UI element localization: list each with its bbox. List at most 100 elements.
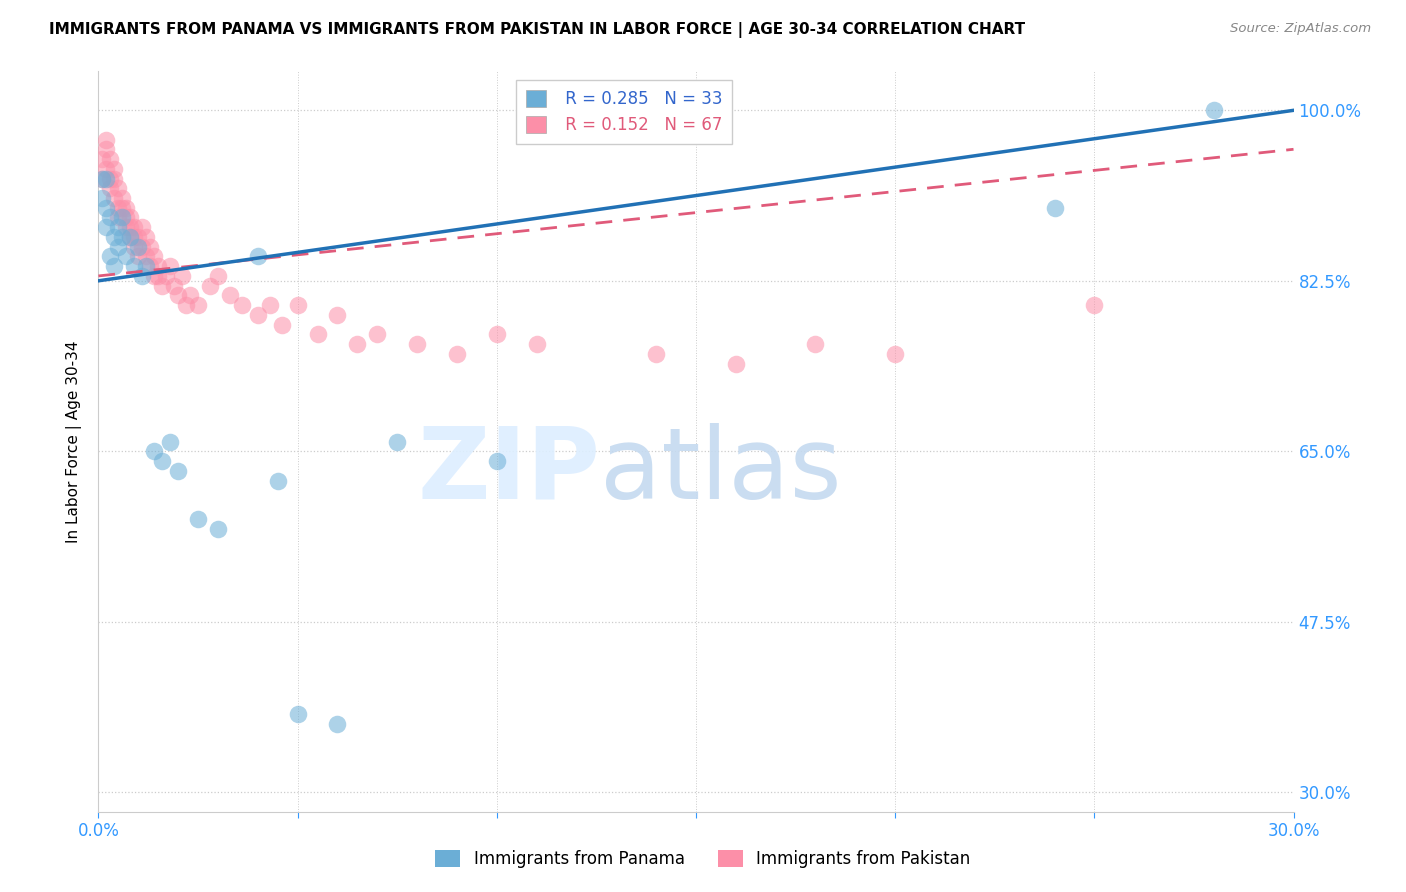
Point bbox=[127, 250, 149, 264]
Point bbox=[96, 171, 118, 186]
Point bbox=[346, 337, 368, 351]
Y-axis label: In Labor Force | Age 30-34: In Labor Force | Age 30-34 bbox=[66, 340, 83, 543]
Point bbox=[115, 201, 138, 215]
Point bbox=[198, 278, 221, 293]
Point bbox=[124, 230, 146, 244]
Point bbox=[174, 298, 197, 312]
Point bbox=[98, 211, 122, 225]
Point bbox=[724, 357, 747, 371]
Point bbox=[98, 181, 122, 195]
Point bbox=[219, 288, 242, 302]
Point bbox=[96, 142, 118, 156]
Point bbox=[526, 337, 548, 351]
Point bbox=[115, 211, 138, 225]
Point bbox=[91, 152, 114, 166]
Point bbox=[167, 288, 190, 302]
Point bbox=[163, 278, 186, 293]
Point bbox=[155, 268, 177, 283]
Point bbox=[91, 171, 114, 186]
Point bbox=[172, 268, 194, 283]
Point bbox=[167, 464, 190, 478]
Legend: Immigrants from Panama, Immigrants from Pakistan: Immigrants from Panama, Immigrants from … bbox=[429, 843, 977, 875]
Point bbox=[645, 347, 668, 361]
Point bbox=[111, 230, 134, 244]
Point bbox=[187, 512, 209, 526]
Point bbox=[139, 240, 162, 254]
Point bbox=[135, 259, 157, 273]
Point bbox=[103, 191, 125, 205]
Point bbox=[111, 201, 134, 215]
Point bbox=[98, 171, 122, 186]
Point bbox=[143, 444, 166, 458]
Point bbox=[385, 434, 409, 449]
Point bbox=[131, 240, 153, 254]
Point bbox=[1083, 298, 1105, 312]
Point bbox=[120, 230, 142, 244]
Point bbox=[1202, 103, 1225, 118]
Point bbox=[135, 230, 157, 244]
Point bbox=[127, 230, 149, 244]
Point bbox=[107, 211, 129, 225]
Point bbox=[231, 298, 253, 312]
Point bbox=[485, 327, 508, 342]
Point bbox=[107, 201, 129, 215]
Point bbox=[96, 161, 118, 176]
Text: atlas: atlas bbox=[600, 423, 842, 520]
Point bbox=[135, 250, 157, 264]
Point bbox=[111, 191, 134, 205]
Point bbox=[366, 327, 388, 342]
Point bbox=[103, 171, 125, 186]
Point bbox=[98, 250, 122, 264]
Point bbox=[207, 268, 229, 283]
Point bbox=[131, 220, 153, 235]
Point bbox=[131, 268, 153, 283]
Point bbox=[804, 337, 827, 351]
Point bbox=[148, 259, 170, 273]
Point bbox=[115, 250, 138, 264]
Point bbox=[159, 434, 181, 449]
Point bbox=[406, 337, 429, 351]
Point bbox=[107, 220, 129, 235]
Point bbox=[159, 259, 181, 273]
Point bbox=[326, 308, 349, 322]
Point bbox=[259, 298, 281, 312]
Point bbox=[103, 230, 125, 244]
Point bbox=[884, 347, 907, 361]
Point bbox=[124, 240, 146, 254]
Point bbox=[179, 288, 201, 302]
Point bbox=[96, 132, 118, 146]
Text: IMMIGRANTS FROM PANAMA VS IMMIGRANTS FROM PAKISTAN IN LABOR FORCE | AGE 30-34 CO: IMMIGRANTS FROM PANAMA VS IMMIGRANTS FRO… bbox=[49, 22, 1025, 38]
Point bbox=[446, 347, 468, 361]
Point bbox=[120, 230, 142, 244]
Point bbox=[127, 240, 149, 254]
Point bbox=[287, 707, 309, 722]
Point bbox=[150, 278, 173, 293]
Point bbox=[485, 454, 508, 468]
Point bbox=[143, 268, 166, 283]
Point bbox=[150, 454, 173, 468]
Point bbox=[148, 268, 170, 283]
Point bbox=[103, 161, 125, 176]
Point bbox=[96, 201, 118, 215]
Point bbox=[111, 211, 134, 225]
Point bbox=[326, 717, 349, 731]
Point bbox=[287, 298, 309, 312]
Point bbox=[187, 298, 209, 312]
Point bbox=[270, 318, 292, 332]
Point bbox=[124, 259, 146, 273]
Point bbox=[91, 191, 114, 205]
Point bbox=[115, 220, 138, 235]
Point bbox=[1043, 201, 1066, 215]
Text: ZIP: ZIP bbox=[418, 423, 600, 520]
Point bbox=[307, 327, 329, 342]
Point bbox=[143, 250, 166, 264]
Text: Source: ZipAtlas.com: Source: ZipAtlas.com bbox=[1230, 22, 1371, 36]
Point bbox=[246, 250, 269, 264]
Point bbox=[207, 522, 229, 536]
Point bbox=[120, 211, 142, 225]
Point bbox=[103, 259, 125, 273]
Point bbox=[107, 181, 129, 195]
Point bbox=[96, 220, 118, 235]
Point bbox=[246, 308, 269, 322]
Point bbox=[107, 240, 129, 254]
